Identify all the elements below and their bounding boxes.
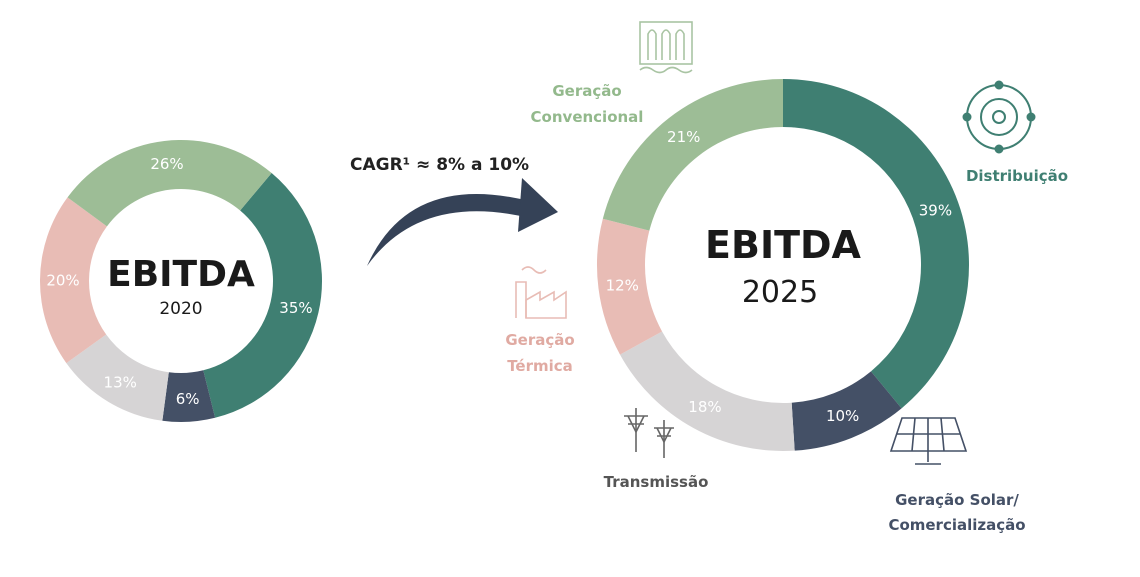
label-convencional-line1: Geração	[552, 82, 621, 100]
donut-2025-slice-convencional	[602, 79, 783, 231]
donut-2025-slice-distribuicao	[783, 79, 969, 409]
donut-2025-label-transmissao: 18%	[688, 398, 721, 416]
donut-2020-label-solar: 6%	[176, 390, 200, 408]
donut-2020-label-convencional: 26%	[150, 155, 183, 173]
donut-2020-slice-solar	[162, 370, 216, 422]
label-distribuicao: Distribuição	[966, 167, 1068, 185]
label-solar-line1: Geração Solar/	[895, 491, 1019, 509]
factory-icon	[515, 266, 567, 319]
dam-icon	[639, 21, 693, 74]
donut-2020-slice-termica	[39, 197, 107, 364]
donut-2025-label-termica: 12%	[606, 277, 639, 295]
donut-chart-2025: 39% 10% 18% 12% 21%	[597, 79, 969, 451]
donut-2025-subtitle: 2025	[742, 275, 818, 310]
donut-2020-slice-transmissao	[66, 334, 169, 421]
donut-2020-slice-distribuicao	[203, 172, 323, 418]
distribution-icon	[962, 80, 1036, 154]
label-convencional-line2: Convencional	[531, 108, 644, 126]
label-transmissao: Transmissão	[604, 473, 709, 491]
donut-2020-subtitle: 2020	[159, 299, 202, 319]
label-termica-line2: Térmica	[507, 357, 573, 375]
label-solar-line2: Comercialização	[888, 516, 1025, 534]
cagr-annotation: CAGR¹ ≈ 8% a 10%	[350, 155, 529, 175]
donut-2025-slice-transmissao	[620, 331, 795, 451]
donut-chart-2020: 35% 6% 13% 20% 26%	[39, 140, 323, 422]
label-termica-line1: Geração	[505, 331, 574, 349]
donut-2020-title: EBITDA	[107, 254, 255, 295]
donut-2020-slice-convencional	[67, 140, 272, 227]
donut-2025-slice-solar	[791, 371, 902, 451]
donut-2025-label-solar: 10%	[826, 407, 859, 425]
transmission-tower-icon	[624, 408, 674, 458]
donut-2025-slice-termica	[597, 218, 663, 355]
donut-2025-label-convencional: 21%	[667, 128, 700, 146]
donut-2025-title: EBITDA	[705, 223, 862, 267]
donut-2020-label-termica: 20%	[46, 271, 79, 289]
solar-panel-icon	[889, 417, 968, 465]
donut-2020-label-distribuicao: 35%	[279, 299, 312, 317]
donut-2025-label-distribuicao: 39%	[919, 201, 952, 219]
donut-2020-label-transmissao: 13%	[104, 373, 137, 391]
growth-arrow-icon	[367, 178, 558, 266]
